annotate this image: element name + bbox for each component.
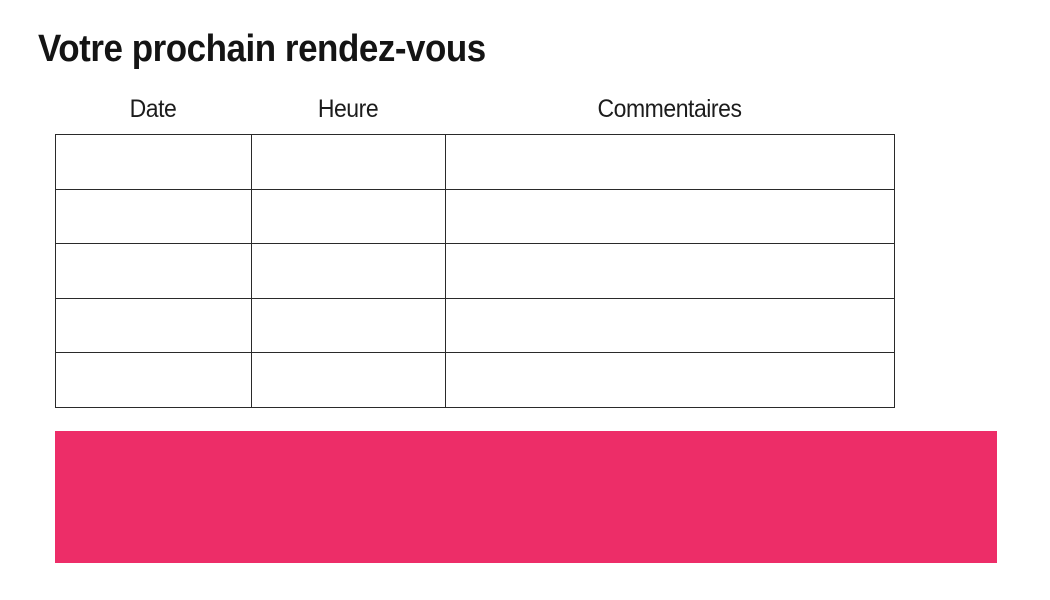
table-cell-commentaires: [445, 243, 895, 299]
table-cell-date: [55, 243, 252, 299]
table-cell-commentaires: [445, 134, 895, 190]
page-title: Votre prochain rendez-vous: [38, 28, 486, 70]
table-cell-commentaires: [445, 352, 895, 408]
table-cell-commentaires: [445, 188, 895, 245]
table-row: [55, 297, 895, 354]
table-row: [55, 134, 895, 190]
column-header-date: Date: [129, 94, 177, 123]
table-cell-heure: [251, 188, 446, 245]
table-cell-heure: [251, 352, 446, 408]
table-cell-heure: [251, 134, 446, 190]
table-row: [55, 188, 895, 245]
table-cell-date: [55, 134, 252, 190]
table-cell-date: [55, 188, 252, 245]
column-header-commentaires: Commentaires: [597, 94, 742, 123]
table-cell-heure: [251, 297, 446, 354]
column-header-heure: Heure: [317, 94, 379, 123]
table-cell-commentaires: [445, 297, 895, 354]
table-cell-date: [55, 297, 252, 354]
highlight-bar: [55, 431, 997, 563]
table-header-row: Date Heure Commentaires: [55, 92, 894, 126]
table-cell-date: [55, 352, 252, 408]
table-row: [55, 352, 895, 408]
table-row: [55, 243, 895, 299]
table-cell-heure: [251, 243, 446, 299]
appointments-table: [55, 134, 895, 408]
